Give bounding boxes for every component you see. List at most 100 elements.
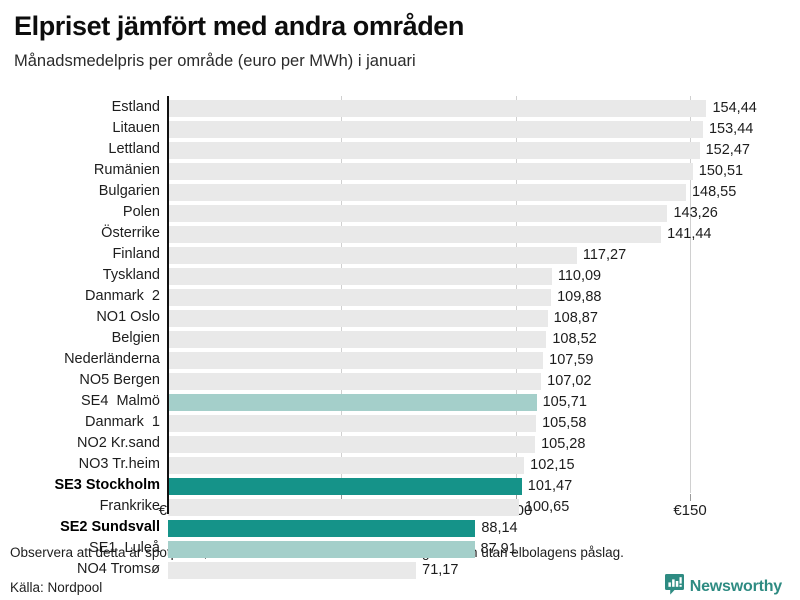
bar-row: SE1 Luleå 87,91 — [0, 539, 800, 560]
bar-row: NO3 Tr.heim 102,15 — [0, 455, 800, 476]
category-label: NO5 Bergen — [79, 372, 160, 388]
bar[interactable] — [168, 562, 417, 579]
bar-value-label: 100,65 — [524, 499, 570, 515]
category-label: Österrike — [101, 225, 160, 241]
bar-row: Frankrike 100,65 — [0, 497, 800, 518]
bar-value-label: 143,26 — [673, 205, 718, 221]
bar-value-label: 109,88 — [557, 289, 602, 305]
page-title: Elpriset jämfört med andra områden — [14, 11, 465, 41]
category-label: Nederländerna — [64, 351, 160, 367]
category-label: NO2 Kr.sand — [76, 435, 160, 451]
bar-row: Estland 154,44 — [0, 98, 800, 119]
category-label: Frankrike — [99, 498, 160, 514]
bar-value-label: 105,58 — [542, 415, 587, 431]
category-label: Litauen — [112, 120, 160, 136]
category-label: Lettland — [108, 141, 160, 157]
bar-value-label: 105,28 — [541, 436, 586, 452]
bar[interactable] — [168, 331, 547, 348]
bar-value-label: 153,44 — [708, 121, 754, 137]
bar[interactable] — [168, 289, 552, 306]
bar[interactable] — [168, 499, 519, 516]
gridline — [690, 96, 691, 493]
category-label: Belgien — [111, 330, 160, 346]
bar[interactable] — [168, 100, 707, 117]
bar-value-label: 71,17 — [422, 562, 459, 578]
bar-row: Bulgarien 148,55 — [0, 182, 800, 203]
bar[interactable] — [168, 226, 662, 243]
x-axis-tick-label: €150 — [673, 502, 707, 519]
bar-chart-plot: Estland 154,44 Litauen 153,44 Lettland 152,47… — [0, 96, 800, 579]
bar[interactable] — [168, 310, 548, 327]
logo-wordmark: Newsworthy — [689, 578, 782, 596]
category-label: Rumänien — [93, 162, 160, 178]
bar-value-label: 107,02 — [547, 373, 592, 389]
bar[interactable] — [168, 184, 686, 201]
x-axis-tick — [341, 494, 343, 501]
bar-value-label: 87,91 — [480, 541, 517, 557]
bar-value-label: 117,27 — [582, 247, 627, 263]
chart-subtitle: Månadsmedelpris per område (euro per MWh… — [14, 52, 416, 71]
source-row: Källa: Nordpool Newsworthy — [10, 574, 790, 600]
bar-row: NO2 Kr.sand 105,28 — [0, 434, 800, 455]
category-label: NO4 Tromsø — [77, 561, 160, 577]
bar-row: Polen 143,26 — [0, 203, 800, 224]
bar-row: Danmark 2 109,88 — [0, 287, 800, 308]
bar[interactable] — [168, 394, 537, 411]
bar-value-label: 102,15 — [530, 457, 575, 473]
bar-row: Litauen 153,44 — [0, 119, 800, 140]
category-label: Polen — [122, 204, 160, 220]
bar-value-label: 150,51 — [698, 163, 744, 179]
bar-row: NO5 Bergen 107,02 — [0, 371, 800, 392]
bar[interactable] — [168, 121, 703, 138]
bar[interactable] — [168, 520, 476, 537]
x-axis-tick — [515, 494, 517, 501]
bar[interactable] — [168, 142, 700, 159]
bar-row: SE3 Stockholm 101,47 — [0, 476, 800, 497]
bar-value-label: 141,44 — [667, 226, 712, 242]
bar-value-label: 154,44 — [712, 100, 757, 116]
bar[interactable] — [168, 163, 693, 180]
bar[interactable] — [168, 373, 542, 390]
bar[interactable] — [168, 205, 668, 222]
source-text: Källa: Nordpool — [10, 579, 103, 595]
y-axis-line — [167, 96, 169, 514]
newsworthy-logo[interactable]: Newsworthy — [664, 574, 790, 600]
category-label: NO3 Tr.heim — [78, 456, 160, 472]
bar[interactable] — [168, 247, 577, 264]
category-label: NO1 Oslo — [96, 309, 160, 325]
bar-row: Rumänien 150,51 — [0, 161, 800, 182]
category-label: Bulgarien — [98, 183, 160, 199]
bar-value-label: 148,55 — [691, 184, 737, 200]
bar-value-label: 108,52 — [552, 331, 597, 347]
bar[interactable] — [168, 352, 544, 369]
category-label: SE1 Luleå — [89, 540, 160, 556]
category-label: SE3 Stockholm — [54, 477, 160, 493]
bar-value-label: 88,14 — [481, 520, 518, 536]
bar-row: Nederländerna 107,59 — [0, 350, 800, 371]
chart-header: Elpriset jämfört med andra områden Månad… — [0, 0, 800, 70]
bar[interactable] — [168, 478, 522, 495]
bar-row: SE2 Sundsvall 88,14 — [0, 518, 800, 539]
bar-row: NO1 Oslo 108,87 — [0, 308, 800, 329]
x-axis-tick — [690, 494, 691, 501]
bar[interactable] — [168, 541, 475, 558]
bar-row: Tyskland 110,09 — [0, 266, 800, 287]
category-label: Danmark 2 — [85, 288, 160, 304]
bar-value-label: 110,09 — [557, 268, 602, 284]
bar-row: Lettland 152,47 — [0, 140, 800, 161]
bar[interactable] — [168, 436, 536, 453]
category-label: Finland — [112, 246, 160, 262]
bar-value-label: 107,59 — [549, 352, 594, 368]
bar-value-label: 152,47 — [705, 142, 750, 158]
bar-row: Finland 117,27 — [0, 245, 800, 266]
bar[interactable] — [168, 457, 525, 474]
bar-chart-speech-bubble-icon — [664, 574, 684, 600]
bar[interactable] — [168, 415, 537, 432]
bar-row: Österrike 141,44 — [0, 224, 800, 245]
bar[interactable] — [168, 268, 552, 285]
bar-row: Danmark 1 105,58 — [0, 413, 800, 434]
category-label: Estland — [111, 99, 160, 115]
category-label: Tyskland — [102, 267, 160, 283]
category-label: SE4 Malmö — [81, 393, 160, 409]
bar-row: Belgien 108,52 — [0, 329, 800, 350]
